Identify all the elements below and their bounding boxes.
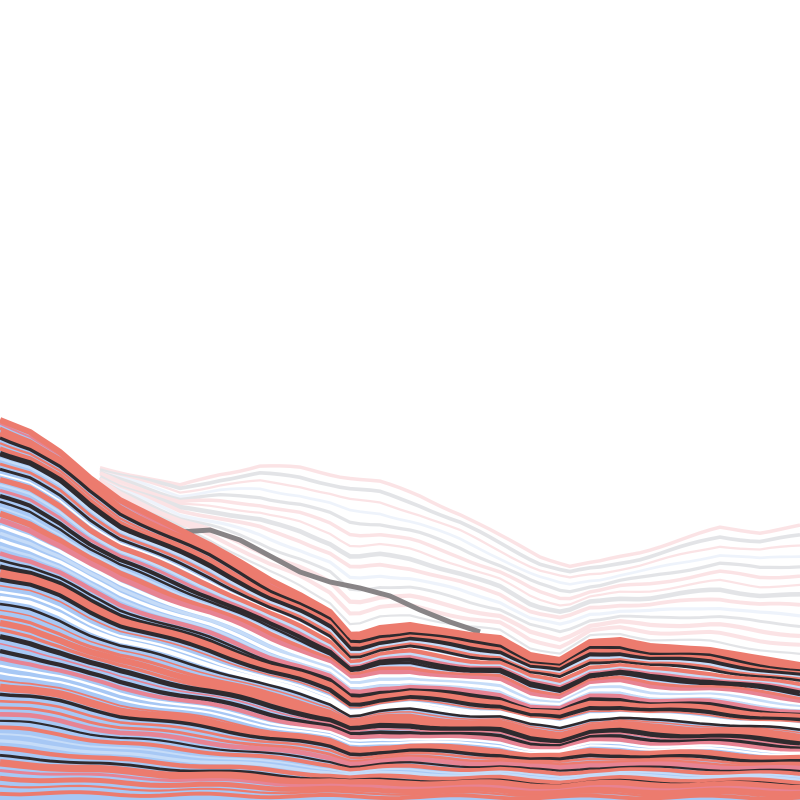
ghost-ridge-line bbox=[99, 478, 800, 634]
ghost-ridge-line bbox=[99, 464, 800, 569]
ridge-line bbox=[0, 462, 800, 681]
ridge-line bbox=[0, 609, 800, 734]
ghost-ridge-line bbox=[99, 477, 800, 620]
ridge-line bbox=[0, 467, 800, 683]
ridge-line bbox=[0, 483, 800, 689]
ridge-line bbox=[0, 775, 800, 797]
ridge-line bbox=[0, 664, 800, 754]
ghost-ridge-line bbox=[99, 470, 800, 586]
ridge-line bbox=[0, 457, 800, 679]
ghost-ridge-line bbox=[99, 478, 800, 626]
ridge-line bbox=[0, 725, 800, 776]
ridge-line bbox=[0, 569, 800, 722]
ridge-line bbox=[0, 510, 800, 704]
ridge-line bbox=[0, 672, 800, 756]
ridge-line bbox=[0, 790, 800, 800]
grey-ridge-line bbox=[179, 527, 481, 635]
ghost-ridge-line bbox=[99, 468, 800, 574]
ridge-line bbox=[0, 683, 800, 764]
ridge-line bbox=[0, 711, 800, 771]
ridge-line bbox=[0, 699, 800, 765]
ghost-ridge-line bbox=[99, 470, 800, 579]
ridge-line bbox=[0, 648, 800, 751]
top-ridge-outline bbox=[0, 417, 800, 668]
ridge-line bbox=[0, 500, 800, 697]
ridge-line bbox=[0, 488, 800, 692]
ridge-line bbox=[0, 577, 800, 722]
ridge-line bbox=[0, 619, 800, 742]
ridge-line bbox=[0, 494, 800, 695]
ridge-line bbox=[0, 719, 800, 773]
ridge-line bbox=[0, 614, 800, 738]
ghost-ridge-line bbox=[99, 470, 800, 594]
ridge-line bbox=[0, 739, 800, 782]
ridge-line bbox=[0, 784, 800, 798]
ridge-line bbox=[0, 436, 800, 673]
ridge-line bbox=[0, 584, 800, 723]
ghost-ridge-line bbox=[98, 480, 800, 650]
ghost-ridge-line bbox=[99, 471, 800, 601]
ridge-line bbox=[0, 656, 800, 753]
ridge-line bbox=[0, 769, 800, 793]
ridge-line bbox=[0, 517, 800, 706]
ridge-line bbox=[0, 634, 800, 747]
colored-ridge-lines bbox=[0, 417, 800, 800]
ridge-line bbox=[0, 531, 800, 709]
ghost-ridge-line bbox=[99, 473, 800, 607]
ridge-line bbox=[0, 628, 800, 743]
ridge-line bbox=[0, 602, 800, 731]
ridge-line bbox=[0, 745, 800, 786]
ghost-ridge-line bbox=[98, 475, 800, 614]
ridge-line bbox=[0, 524, 800, 707]
ridge-line bbox=[0, 538, 800, 711]
ridge-line bbox=[0, 595, 800, 730]
ridge-line bbox=[0, 551, 800, 715]
ridge-line bbox=[0, 642, 800, 748]
ridge-line bbox=[0, 733, 800, 778]
ridge-line bbox=[0, 706, 800, 768]
ridge-line bbox=[0, 590, 800, 726]
ridge-line bbox=[0, 451, 800, 678]
ridge-line bbox=[0, 692, 800, 764]
ridge-line bbox=[0, 477, 800, 688]
ridge-line bbox=[0, 759, 800, 793]
